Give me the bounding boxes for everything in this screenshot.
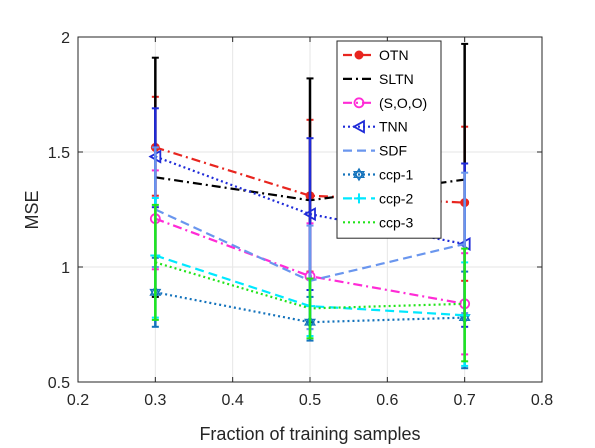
legend-marker — [354, 50, 364, 60]
series-line — [155, 291, 465, 324]
series-ccp-3 — [151, 203, 469, 363]
legend-marker — [354, 193, 364, 204]
legend-label: ccp-2 — [379, 190, 413, 206]
legend-item: ccp-2 — [343, 190, 413, 206]
x-tick-label: 0.8 — [531, 392, 553, 409]
legend-item: SDF — [343, 143, 407, 159]
x-tick-label: 0.3 — [144, 392, 166, 409]
x-tick-label: 0.7 — [454, 392, 476, 409]
y-tick-label: 2 — [61, 30, 70, 47]
x-axis-label: Fraction of training samples — [199, 424, 420, 444]
ticks: 0.2 0.3 0.4 0.5 0.6 0.7 0.8 0.5 1 1.5 2 — [48, 30, 553, 409]
series-line — [155, 261, 465, 310]
legend-item: ccp-1 — [343, 167, 413, 183]
x-tick-label: 0.6 — [376, 392, 398, 409]
x-tick-label: 0.5 — [299, 392, 321, 409]
legend-marker — [352, 119, 365, 134]
y-tick-label: 1 — [61, 260, 70, 277]
legend-item: ccp-3 — [343, 214, 413, 230]
legend: OTN SLTN (S,O,O) TNN SDF ccp-1 ccp-2 ccp-3 — [336, 40, 442, 239]
y-tick-label: 0.5 — [48, 375, 70, 392]
legend-item: TNN — [343, 119, 408, 135]
legend-item: OTN — [343, 47, 409, 63]
legend-label: OTN — [379, 47, 409, 63]
legend-label: ccp-1 — [379, 167, 413, 183]
y-axis-label: MSE — [22, 190, 42, 229]
legend-label: ccp-3 — [379, 214, 413, 230]
legend-label: SDF — [379, 143, 407, 159]
legend-box — [336, 40, 442, 239]
legend-label: SLTN — [379, 71, 414, 87]
legend-marker — [353, 97, 365, 109]
legend-marker — [353, 167, 365, 182]
legend-label: (S,O,O) — [379, 95, 427, 111]
y-tick-label: 1.5 — [48, 145, 70, 162]
legend-item: SLTN — [343, 71, 414, 87]
data-point — [303, 207, 316, 222]
x-tick-label: 0.4 — [222, 392, 244, 409]
legend-label: TNN — [379, 119, 408, 135]
legend-item: (S,O,O) — [343, 95, 427, 111]
x-tick-label: 0.2 — [67, 392, 89, 409]
